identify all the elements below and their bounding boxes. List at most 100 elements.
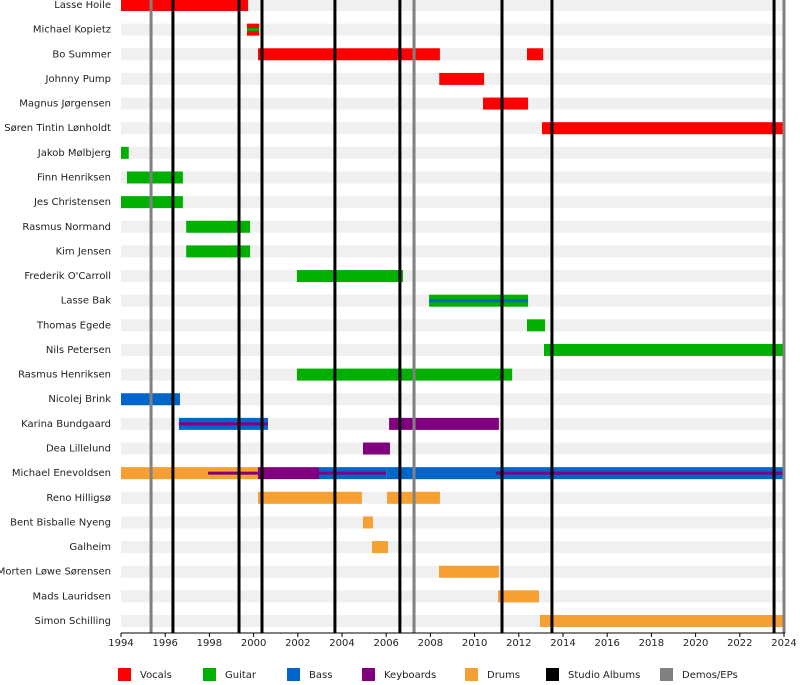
member-bar: [543, 343, 784, 356]
member-bar: [540, 615, 784, 627]
row-label: Lasse Hoile: [54, 0, 111, 11]
legend-swatch: [118, 668, 131, 681]
row-label: Galheim: [69, 542, 111, 553]
row-stripe: [121, 270, 785, 283]
x-tick-label: 2024: [771, 638, 796, 649]
row-label: Nils Petersen: [46, 345, 111, 356]
x-tick-label: 2004: [329, 638, 354, 649]
legend-label: Vocals: [140, 670, 172, 681]
member-bar: [258, 48, 440, 61]
member-bar: [389, 417, 499, 430]
row-label: Søren Tintin Lønholdt: [4, 123, 111, 134]
legend-swatch: [660, 668, 673, 681]
x-tick-label: 1994: [108, 638, 133, 649]
row-stripe: [121, 196, 785, 209]
member-bar: [439, 72, 485, 85]
member-bar: [362, 442, 390, 455]
row-stripe: [121, 590, 785, 603]
member-bar: [498, 590, 539, 603]
x-tick-label: 2010: [462, 638, 487, 649]
x-tick-label: 1998: [197, 638, 222, 649]
x-tick-label: 2022: [727, 638, 752, 649]
row-label: Frederik O'Carroll: [24, 271, 111, 282]
row-stripe: [121, 442, 785, 455]
secondary-role-line: [319, 471, 387, 475]
secondary-role-line: [178, 422, 268, 426]
member-bar: [258, 467, 320, 480]
member-bar: [121, 467, 209, 480]
member-bar: [296, 368, 513, 381]
row-label: Nicolej Brink: [48, 394, 111, 405]
row-stripe: [121, 319, 785, 332]
row-label: Simon Schilling: [35, 616, 111, 627]
secondary-role-line: [429, 299, 529, 303]
row-label: Karina Bundgaard: [21, 419, 111, 430]
row-label: Jes Christensen: [33, 197, 111, 208]
row-label: Rasmus Henriksen: [18, 370, 111, 381]
x-tick-label: 1996: [152, 638, 177, 649]
member-bar: [258, 491, 362, 504]
member-bar: [526, 319, 546, 332]
row-stripe: [121, 0, 785, 11]
member-bar: [186, 220, 251, 233]
row-label: Mads Lauridsen: [33, 591, 111, 602]
x-tick-label: 2016: [594, 638, 619, 649]
row-label: Kim Jensen: [56, 246, 111, 257]
row-stripe: [121, 491, 785, 504]
row-label: Bo Summer: [52, 49, 111, 60]
member-bar: [482, 97, 529, 110]
member-bar: [372, 541, 388, 554]
row-stripe: [121, 23, 785, 36]
legend-swatch: [203, 668, 216, 681]
legend-label: Bass: [309, 670, 332, 681]
x-tick-label: 2018: [639, 638, 664, 649]
row-stripe: [121, 146, 785, 159]
row-stripe: [121, 393, 785, 406]
row-label: Morten Løwe Sørensen: [0, 567, 111, 578]
row-stripe: [121, 48, 785, 61]
x-tick-label: 2002: [285, 638, 310, 649]
legend-swatch: [465, 668, 478, 681]
secondary-role-line: [246, 28, 260, 32]
row-label: Dea Lillelund: [46, 444, 111, 455]
member-bar: [126, 171, 183, 184]
legend-swatch: [546, 668, 559, 681]
secondary-role-line: [496, 471, 784, 475]
x-tick-label: 2006: [373, 638, 398, 649]
row-label: Thomas Egede: [36, 320, 111, 331]
x-tick-label: 2014: [550, 638, 575, 649]
legend-label: Studio Albums: [568, 670, 640, 681]
member-bar: [542, 122, 784, 135]
member-bar: [121, 0, 249, 11]
legend-label: Keyboards: [384, 670, 436, 681]
member-bar: [296, 270, 403, 283]
legend-swatch: [287, 668, 300, 681]
row-label: Michael Kopietz: [33, 25, 111, 36]
x-tick-label: 2012: [506, 638, 531, 649]
member-bar: [526, 48, 544, 61]
row-stripe: [121, 516, 785, 529]
member-bar: [386, 467, 497, 480]
legend-label: Guitar: [225, 670, 257, 681]
row-stripe: [121, 97, 785, 110]
row-stripe: [121, 220, 785, 233]
row-label: Johnny Pump: [45, 74, 111, 85]
member-bar: [186, 245, 251, 258]
row-label: Lasse Bak: [61, 296, 111, 307]
secondary-role-line: [208, 471, 259, 475]
legend-swatch: [362, 668, 375, 681]
member-bar: [121, 146, 129, 159]
member-bar: [439, 565, 499, 578]
x-tick-label: 2020: [683, 638, 708, 649]
row-label: Magnus Jørgensen: [19, 99, 111, 110]
row-label: Reno Hilligsø: [46, 493, 111, 504]
row-label: Jakob Mølbjerg: [37, 148, 111, 159]
legend-label: Demos/EPs: [682, 670, 738, 681]
row-stripe: [121, 541, 785, 554]
row-label: Bent Bisballe Nyeng: [10, 517, 111, 528]
row-stripe: [121, 171, 785, 184]
row-label: Finn Henriksen: [37, 172, 111, 183]
x-tick-label: 2008: [418, 638, 443, 649]
legend-label: Drums: [487, 670, 520, 681]
